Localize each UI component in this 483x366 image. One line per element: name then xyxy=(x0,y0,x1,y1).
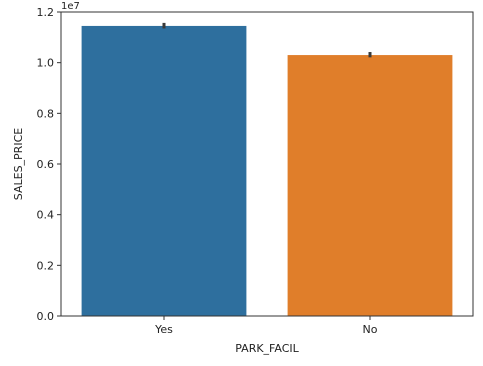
y-tick-label: 0.2 xyxy=(37,259,55,272)
error-bars-layer xyxy=(162,22,372,58)
y-tick-label: 0.0 xyxy=(37,310,55,323)
x-tick-label: No xyxy=(363,323,378,336)
y-tick-label: 1.2 xyxy=(37,6,55,19)
bars-layer xyxy=(81,25,453,317)
y-axis-label: SALES_PRICE xyxy=(12,128,25,200)
x-tick-label: Yes xyxy=(154,323,173,336)
y-tick-label: 1.0 xyxy=(37,57,55,70)
y-axis-scale-label: 1e7 xyxy=(61,1,80,12)
x-axis-label: PARK_FACIL xyxy=(235,342,299,355)
y-tick-label: 0.4 xyxy=(37,209,55,222)
y-tick-label: 0.8 xyxy=(37,107,55,120)
y-axis-ticks: 0.0 0.2 0.4 0.6 0.8 1.0 1.2 xyxy=(37,6,61,323)
bar-no xyxy=(287,55,453,317)
bar-yes xyxy=(81,25,247,317)
y-tick-label: 0.6 xyxy=(37,158,55,171)
x-axis-ticks: Yes No xyxy=(154,316,378,336)
